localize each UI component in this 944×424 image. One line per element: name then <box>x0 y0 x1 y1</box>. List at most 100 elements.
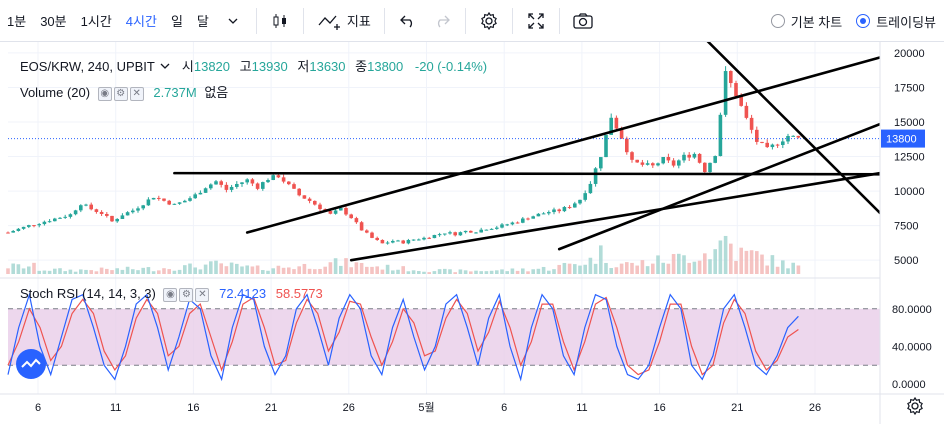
volume-bar <box>411 270 416 274</box>
undo-button[interactable] <box>391 0 425 42</box>
volume-bar <box>614 267 619 274</box>
volume-bar <box>583 264 587 274</box>
candle-body <box>37 224 41 226</box>
toolbar-divider <box>383 7 385 34</box>
candle-body <box>307 198 312 201</box>
toolbar-divider <box>302 7 304 34</box>
settings-button[interactable] <box>472 0 506 42</box>
candle-body <box>162 198 166 201</box>
redo-button[interactable] <box>425 0 459 42</box>
price-chart[interactable]: 5000 7500 10000 12500 15000 17500 20000 13800 0.… <box>0 42 944 424</box>
trendlines[interactable] <box>173 42 944 279</box>
low-value: 13630 <box>309 59 346 74</box>
price-axis[interactable]: 5000 7500 10000 12500 15000 17500 20000 13800 0.… <box>879 42 944 424</box>
volume-bar <box>42 270 47 274</box>
stoch-rsi-d-value: 58.5773 <box>275 286 323 301</box>
chart-type-button[interactable] <box>263 0 297 42</box>
drawn-trendline <box>173 171 944 176</box>
volume-bar <box>141 267 145 274</box>
candle-body <box>625 138 629 153</box>
candle-body <box>458 232 463 236</box>
interval-4h[interactable]: 4시간 <box>125 14 157 29</box>
volume-bar <box>552 269 556 274</box>
candle-body <box>734 83 738 97</box>
candle-body <box>297 188 301 196</box>
candle-body <box>645 163 650 165</box>
stoch-rsi-legend: Stoch RSI (14, 14, 3, 3) ◉ ⚙ ✕ 72.4123 58.… <box>20 286 323 302</box>
mode-tradingview-radio[interactable]: 트레이딩뷰 <box>856 12 936 31</box>
time-axis[interactable]: 6 11 16 21 26 5월 6 11 16 21 26 <box>0 393 944 414</box>
interval-1m[interactable]: 1분 <box>7 14 27 29</box>
candle-body <box>573 203 577 208</box>
volume-bar <box>521 268 525 274</box>
chevron-down-icon[interactable] <box>160 63 170 69</box>
eye-icon[interactable]: ◉ <box>163 287 178 302</box>
candle-body <box>640 162 645 165</box>
candle-body <box>562 207 567 212</box>
tradingview-logo[interactable] <box>16 349 46 379</box>
candle-body <box>396 240 400 242</box>
candle-body <box>240 182 244 184</box>
volume-bar <box>349 267 353 274</box>
gear-icon[interactable]: ⚙ <box>113 86 128 101</box>
candle-body <box>489 228 494 230</box>
candle-body <box>567 207 572 209</box>
eye-icon[interactable]: ◉ <box>97 86 112 101</box>
candle-body <box>718 114 723 157</box>
indicators-button[interactable]: 지표 <box>310 0 378 42</box>
volume-bar <box>562 262 567 274</box>
candle-body <box>151 197 156 200</box>
candle-body <box>229 186 234 190</box>
candle-body <box>755 129 759 142</box>
candle-body <box>463 230 468 233</box>
candle-body <box>744 105 749 118</box>
gear-icon[interactable]: ⚙ <box>179 287 194 302</box>
close-icon[interactable]: ✕ <box>129 86 144 101</box>
close-icon[interactable]: ✕ <box>195 287 210 302</box>
candle-body <box>224 184 229 190</box>
candle-body <box>500 224 504 228</box>
chart-settings-gear[interactable] <box>905 396 925 416</box>
last-price-badge <box>881 129 925 148</box>
volume-controls: ◉ ⚙ ✕ <box>97 86 146 101</box>
symbol-name[interactable]: EOS/KRW, 240, UPBIT <box>20 59 155 74</box>
volume-bar <box>656 255 660 274</box>
candle-body <box>479 229 483 233</box>
volume-bar <box>526 271 530 274</box>
screenshot-button[interactable] <box>566 0 600 42</box>
volume-bar <box>131 269 135 274</box>
fullscreen-button[interactable] <box>519 0 553 42</box>
volume-bar <box>463 270 468 274</box>
close-label: 종 <box>355 59 368 74</box>
candle-body <box>125 212 130 216</box>
volume-bar <box>375 266 379 274</box>
candle-body <box>531 216 535 219</box>
volume-bar <box>94 271 99 274</box>
interval-month[interactable]: 달 <box>196 14 209 29</box>
volume-bar <box>588 257 593 274</box>
candle-body <box>302 195 307 199</box>
volume-bar <box>765 265 769 274</box>
candle-body <box>781 141 785 145</box>
candle-body <box>172 203 177 205</box>
candle-body <box>354 218 359 223</box>
candle-body <box>687 154 691 158</box>
volume-bar <box>635 265 639 274</box>
volume-bar <box>250 266 255 274</box>
interval-dropdown[interactable] <box>216 0 250 42</box>
candle-body <box>760 141 764 143</box>
camera-icon <box>573 12 593 29</box>
candle-body <box>656 163 660 166</box>
volume-bar <box>193 267 197 274</box>
volume-bar <box>297 266 301 274</box>
interval-day[interactable]: 일 <box>170 14 183 29</box>
volume-bar <box>692 261 697 274</box>
volume-bar <box>27 266 31 274</box>
volume-bar <box>708 259 712 274</box>
volume-bar <box>651 263 655 274</box>
mode-basic-radio[interactable]: 기본 차트 <box>770 12 842 31</box>
interval-1h[interactable]: 1시간 <box>80 14 112 29</box>
candle-body <box>183 200 187 203</box>
interval-30m[interactable]: 30분 <box>40 14 67 29</box>
chart-toolbar: 1분 30분 1시간 4시간 일 달 지표 기본 차트 <box>0 0 944 42</box>
